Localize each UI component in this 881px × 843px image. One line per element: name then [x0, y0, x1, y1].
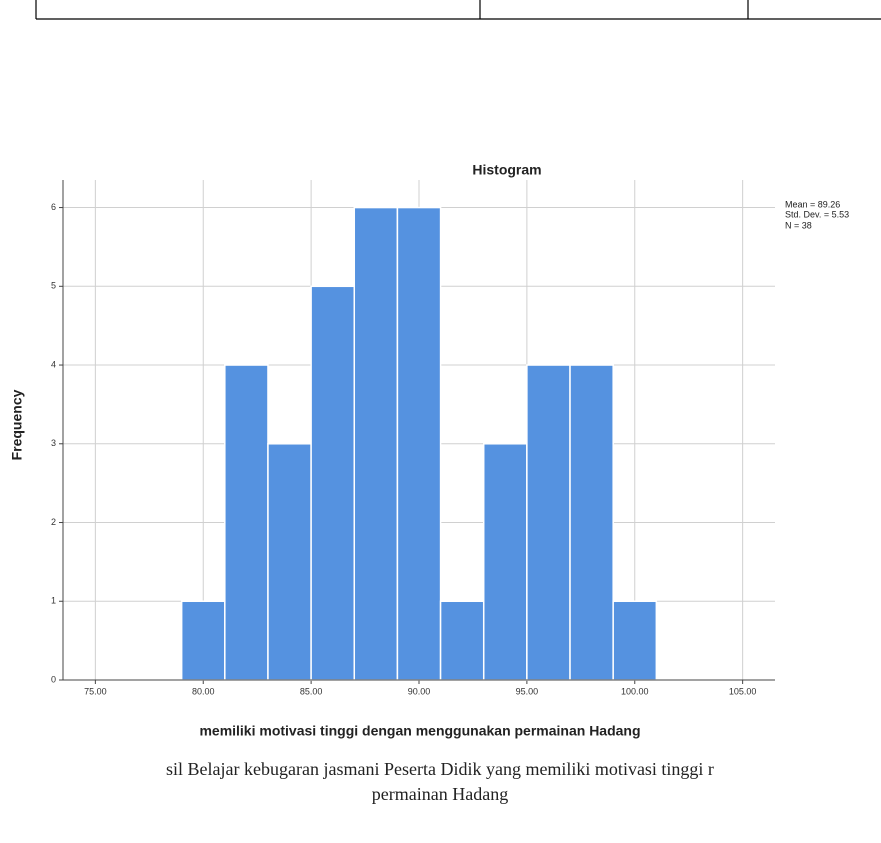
- y-tick-label: 5: [51, 281, 56, 291]
- bar: [526, 364, 571, 681]
- bar: [612, 600, 658, 681]
- x-axis-label: memiliki motivasi tinggi dengan mengguna…: [199, 723, 640, 739]
- x-tick-label: 95.00: [516, 686, 539, 696]
- caption: sil Belajar kebugaran jasmani Peserta Di…: [166, 759, 714, 779]
- x-tick-label: 85.00: [300, 686, 323, 696]
- table-fragment: [35, 0, 881, 20]
- y-tick-label: 0: [51, 674, 56, 684]
- x-tick-label: 80.00: [192, 686, 215, 696]
- y-tick-label: 4: [51, 359, 56, 369]
- bar: [353, 206, 399, 681]
- chart-title: Histogram: [472, 162, 541, 178]
- bar: [267, 443, 312, 681]
- y-tick-label: 2: [51, 517, 56, 527]
- stat-annotation: Std. Dev. = 5.53: [785, 209, 849, 219]
- bar: [569, 364, 614, 681]
- x-tick-label: 105.00: [729, 686, 757, 696]
- bar: [482, 443, 528, 681]
- y-tick-label: 3: [51, 438, 56, 448]
- bar: [396, 206, 442, 681]
- y-axis-label: Frequency: [9, 389, 25, 460]
- bar: [224, 364, 269, 681]
- y-tick-label: 1: [51, 596, 56, 606]
- plot: 0 1 2 3 4 5 6 75.00 80.00 85.00 90.00 95.00 100.00 10…: [51, 180, 775, 696]
- caption: permainan Hadang: [372, 784, 508, 804]
- x-tick-label: 75.00: [84, 686, 107, 696]
- bar: [439, 600, 485, 681]
- x-tick-label: 100.00: [621, 686, 649, 696]
- stat-annotation: Mean = 89.26: [785, 199, 840, 209]
- bar: [180, 600, 226, 681]
- y-tick-label: 6: [51, 202, 56, 212]
- x-tick-label: 90.00: [408, 686, 431, 696]
- bar: [310, 285, 356, 681]
- stat-annotation: N = 38: [785, 220, 812, 230]
